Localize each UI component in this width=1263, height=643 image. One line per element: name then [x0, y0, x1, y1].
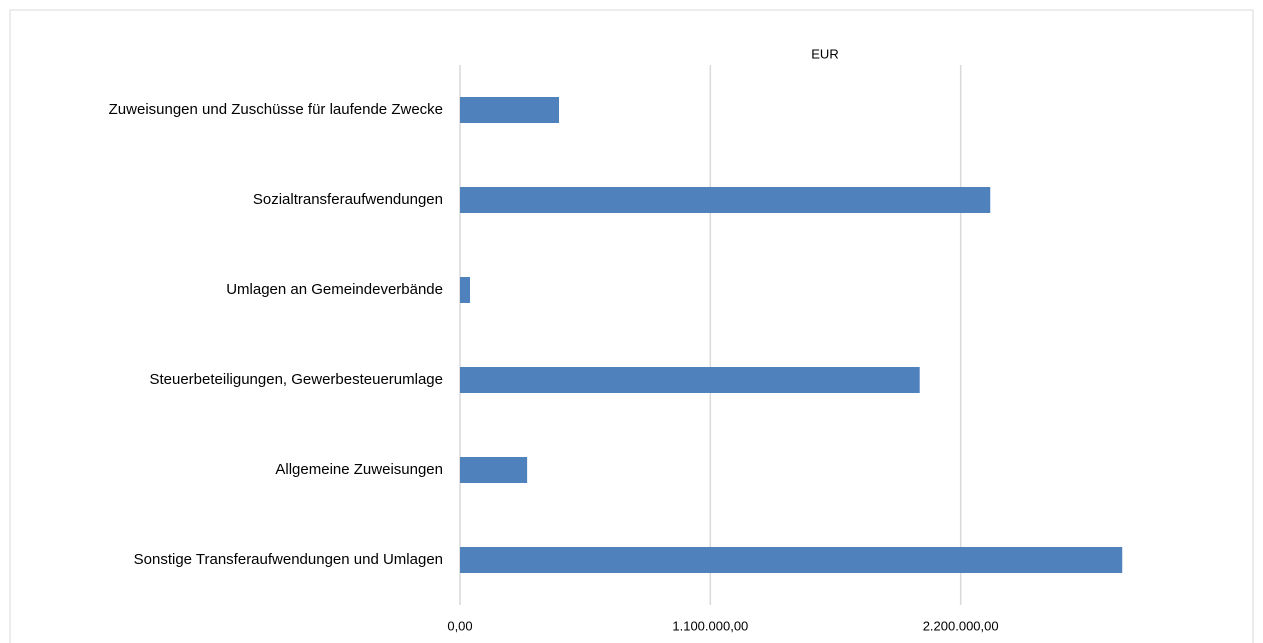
bar [460, 187, 991, 213]
y-tick-label: Zuweisungen und Zuschüsse für laufende Z… [109, 101, 443, 118]
bar [460, 367, 920, 393]
bar [460, 97, 559, 123]
x-tick-label: 1.100.000,00 [672, 618, 748, 633]
y-tick-label: Allgemeine Zuweisungen [275, 461, 443, 478]
bar [460, 277, 471, 303]
y-tick-label: Sonstige Transferaufwendungen und Umlage… [134, 551, 443, 568]
y-tick-label: Umlagen an Gemeindeverbände [226, 281, 443, 298]
x-tick-label: 2.200.000,00 [923, 618, 999, 633]
bar [460, 457, 528, 483]
x-tick-label: 0,00 [447, 618, 472, 633]
y-tick-label: Steuerbeteiligungen, Gewerbesteuerumlage [149, 371, 443, 388]
bar [460, 547, 1123, 573]
chart-frame [9, 9, 1254, 643]
y-tick-label: Sozialtransferaufwendungen [253, 191, 443, 208]
axis-label: EUR [811, 46, 838, 61]
